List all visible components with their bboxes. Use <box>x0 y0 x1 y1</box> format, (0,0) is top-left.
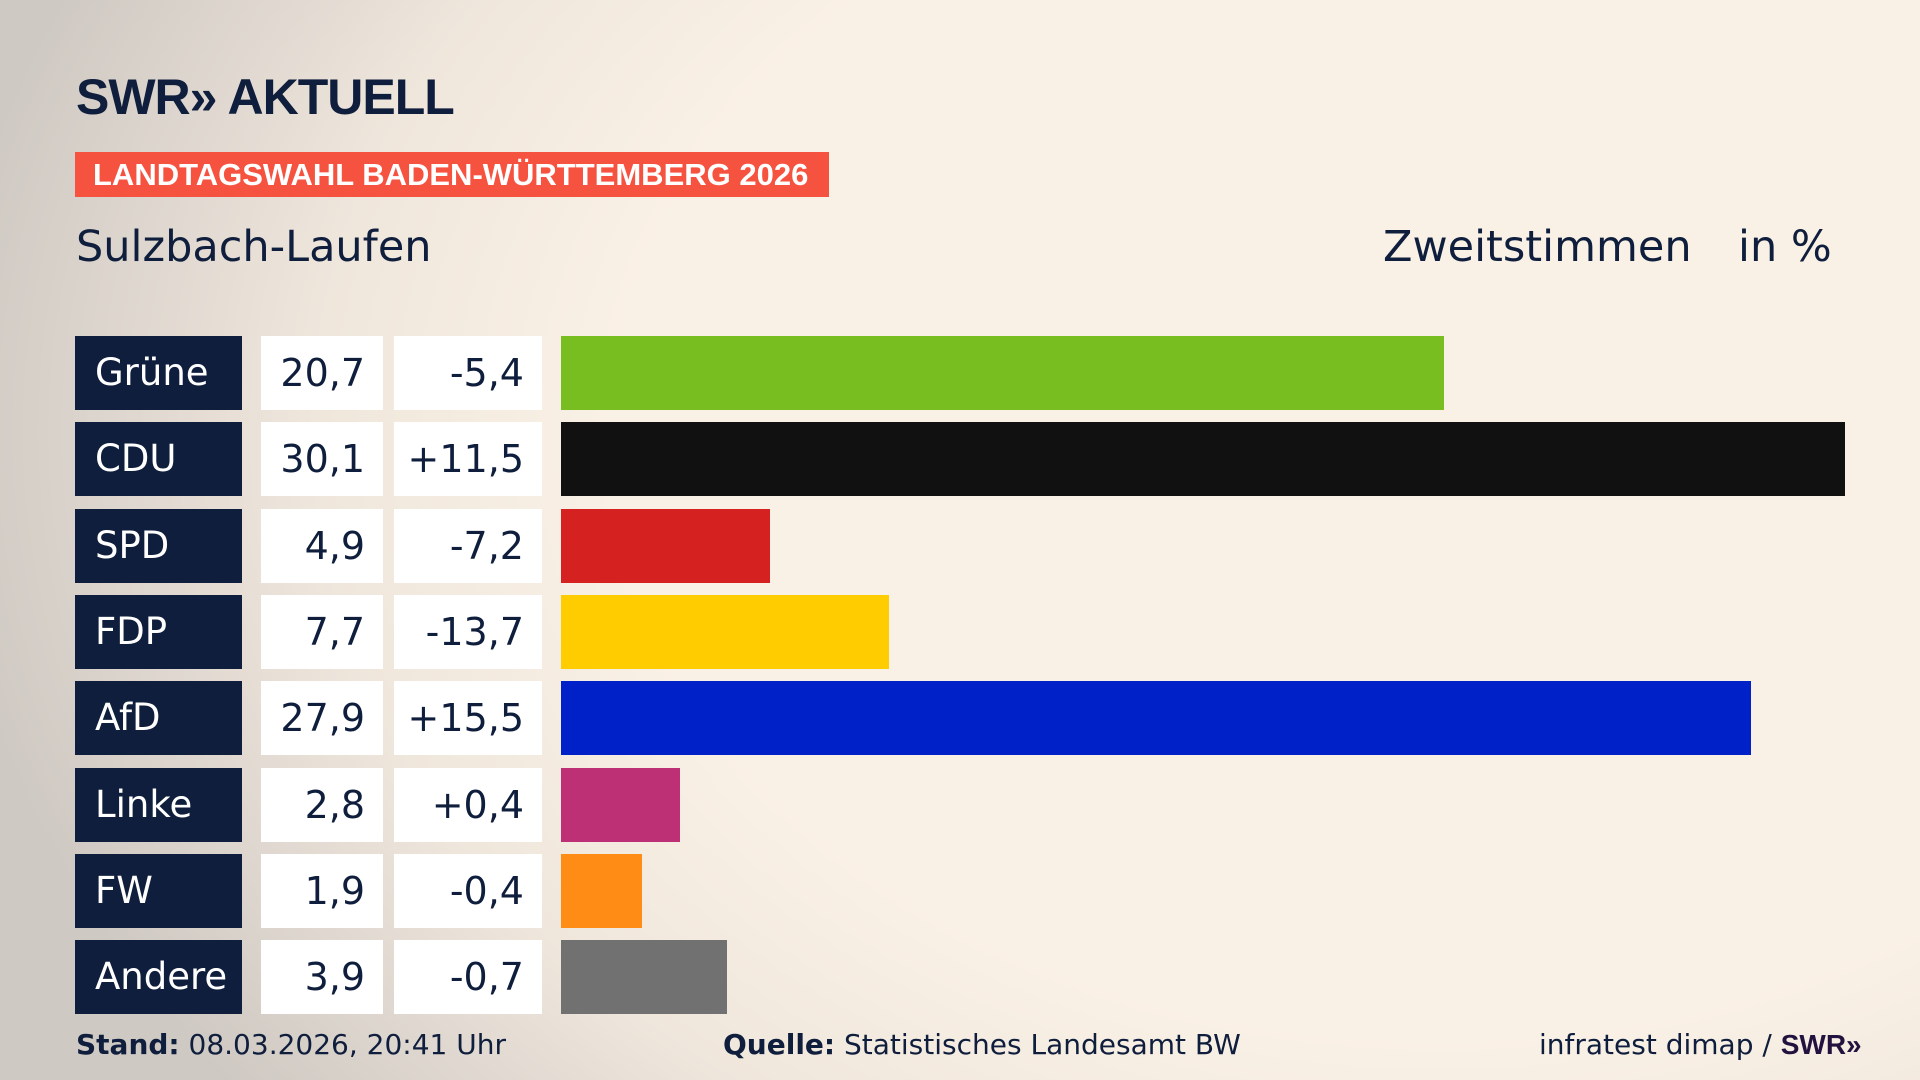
stand-value: 08.03.2026, 20:41 Uhr <box>188 1028 506 1061</box>
party-label: FW <box>75 853 242 928</box>
bar <box>561 336 1445 410</box>
bar <box>561 853 643 928</box>
diff-label: -7,2 <box>394 508 542 583</box>
diff-label: -0,4 <box>394 853 542 928</box>
party-label: FDP <box>75 594 242 669</box>
party-label: Linke <box>75 767 242 842</box>
swr-aktuell-logo: SWR» AKTUELL <box>76 69 455 125</box>
diff-label: +0,4 <box>394 767 542 842</box>
value-label: 30,1 <box>261 422 383 497</box>
party-label: AfD <box>75 681 242 756</box>
bar <box>561 767 681 842</box>
diff-label: +11,5 <box>394 422 542 497</box>
party-label: Andere <box>75 940 242 1015</box>
value-label: 20,7 <box>261 336 383 410</box>
region-title: Sulzbach-Laufen <box>76 222 432 272</box>
value-label: 4,9 <box>261 508 383 583</box>
bar <box>561 681 1752 756</box>
unit-label: in % <box>1738 222 1832 272</box>
value-label: 7,7 <box>261 594 383 669</box>
stand-label: Stand: <box>76 1028 180 1061</box>
timestamp: Stand: 08.03.2026, 20:41 Uhr <box>76 1028 506 1061</box>
election-banner: LANDTAGSWAHL BADEN-WÜRTTEMBERG 2026 <box>75 152 829 197</box>
source: Quelle: Statistisches Landesamt BW <box>723 1028 1241 1061</box>
party-label: SPD <box>75 508 242 583</box>
bar <box>561 594 890 669</box>
credit-text: infratest dimap / <box>1539 1028 1781 1061</box>
diff-label: -13,7 <box>394 594 542 669</box>
source-label: Quelle: <box>723 1028 836 1061</box>
diff-label: -5,4 <box>394 336 542 410</box>
credit: infratest dimap / SWR» <box>1539 1028 1862 1061</box>
value-label: 27,9 <box>261 681 383 756</box>
party-label: Grüne <box>75 336 242 410</box>
bar <box>561 940 728 1015</box>
diff-label: +15,5 <box>394 681 542 756</box>
party-label: CDU <box>75 422 242 497</box>
vote-type: Zweitstimmen <box>1383 222 1692 272</box>
value-label: 2,8 <box>261 767 383 842</box>
value-label: 1,9 <box>261 853 383 928</box>
diff-label: -0,7 <box>394 940 542 1015</box>
bar <box>561 508 771 583</box>
swr-logo: SWR» <box>1780 1029 1862 1060</box>
bar <box>561 422 1845 497</box>
value-label: 3,9 <box>261 940 383 1015</box>
source-value: Statistisches Landesamt BW <box>844 1028 1241 1061</box>
